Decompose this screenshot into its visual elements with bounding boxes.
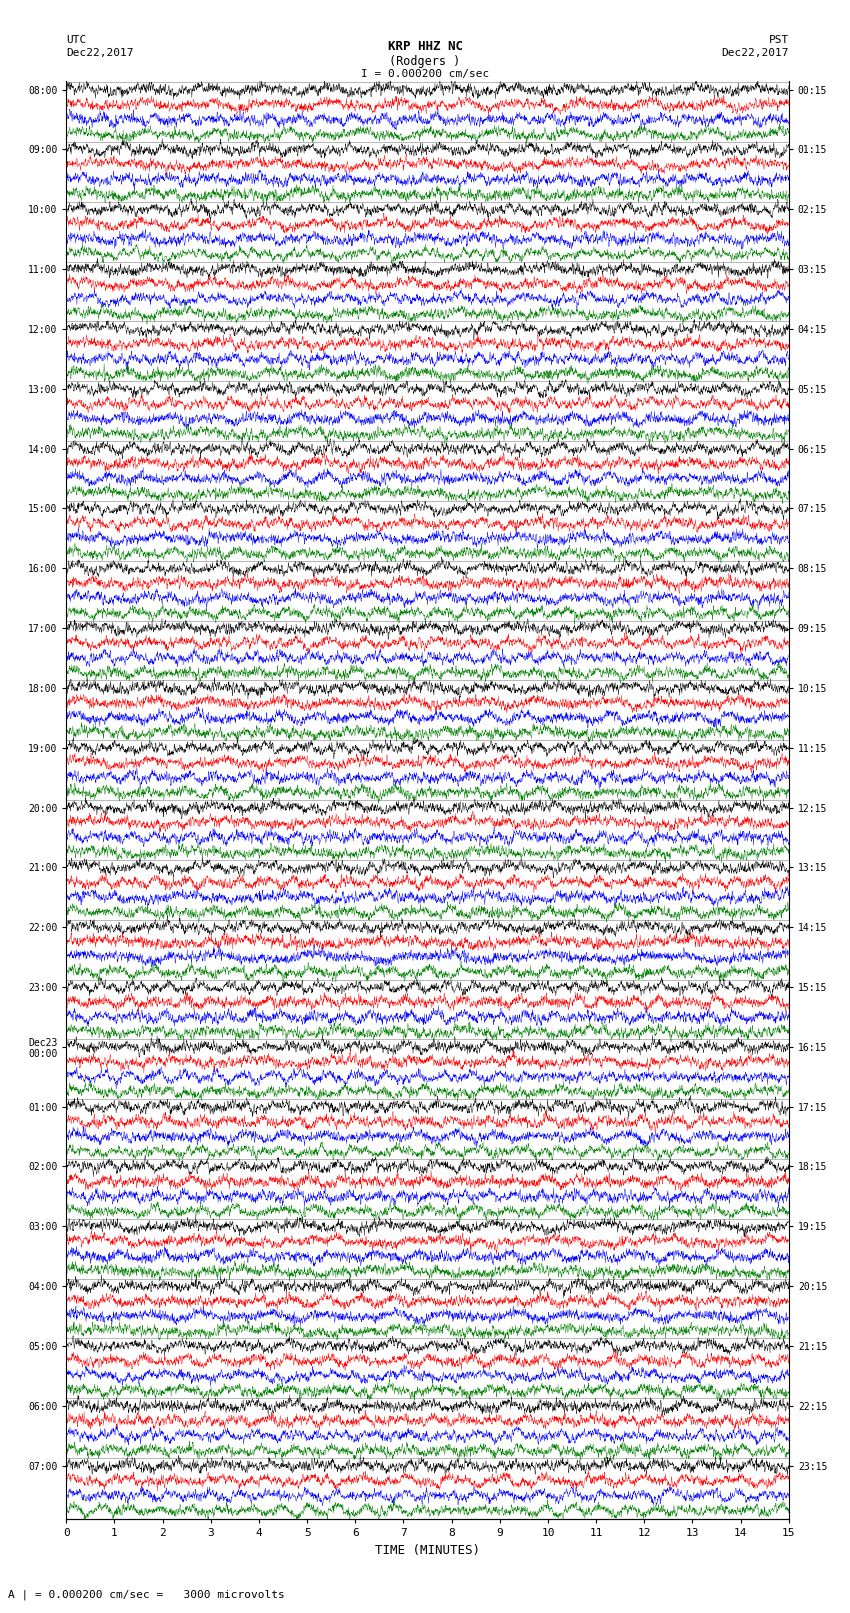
Text: (Rodgers ): (Rodgers ) xyxy=(389,55,461,68)
Text: KRP HHZ NC: KRP HHZ NC xyxy=(388,40,462,53)
Text: UTC: UTC xyxy=(66,35,87,45)
Text: Dec22,2017: Dec22,2017 xyxy=(66,48,133,58)
Text: A | = 0.000200 cm/sec =   3000 microvolts: A | = 0.000200 cm/sec = 3000 microvolts xyxy=(8,1589,286,1600)
X-axis label: TIME (MINUTES): TIME (MINUTES) xyxy=(375,1544,480,1557)
Text: Dec22,2017: Dec22,2017 xyxy=(722,48,789,58)
Text: I = 0.000200 cm/sec: I = 0.000200 cm/sec xyxy=(361,69,489,79)
Text: PST: PST xyxy=(768,35,789,45)
